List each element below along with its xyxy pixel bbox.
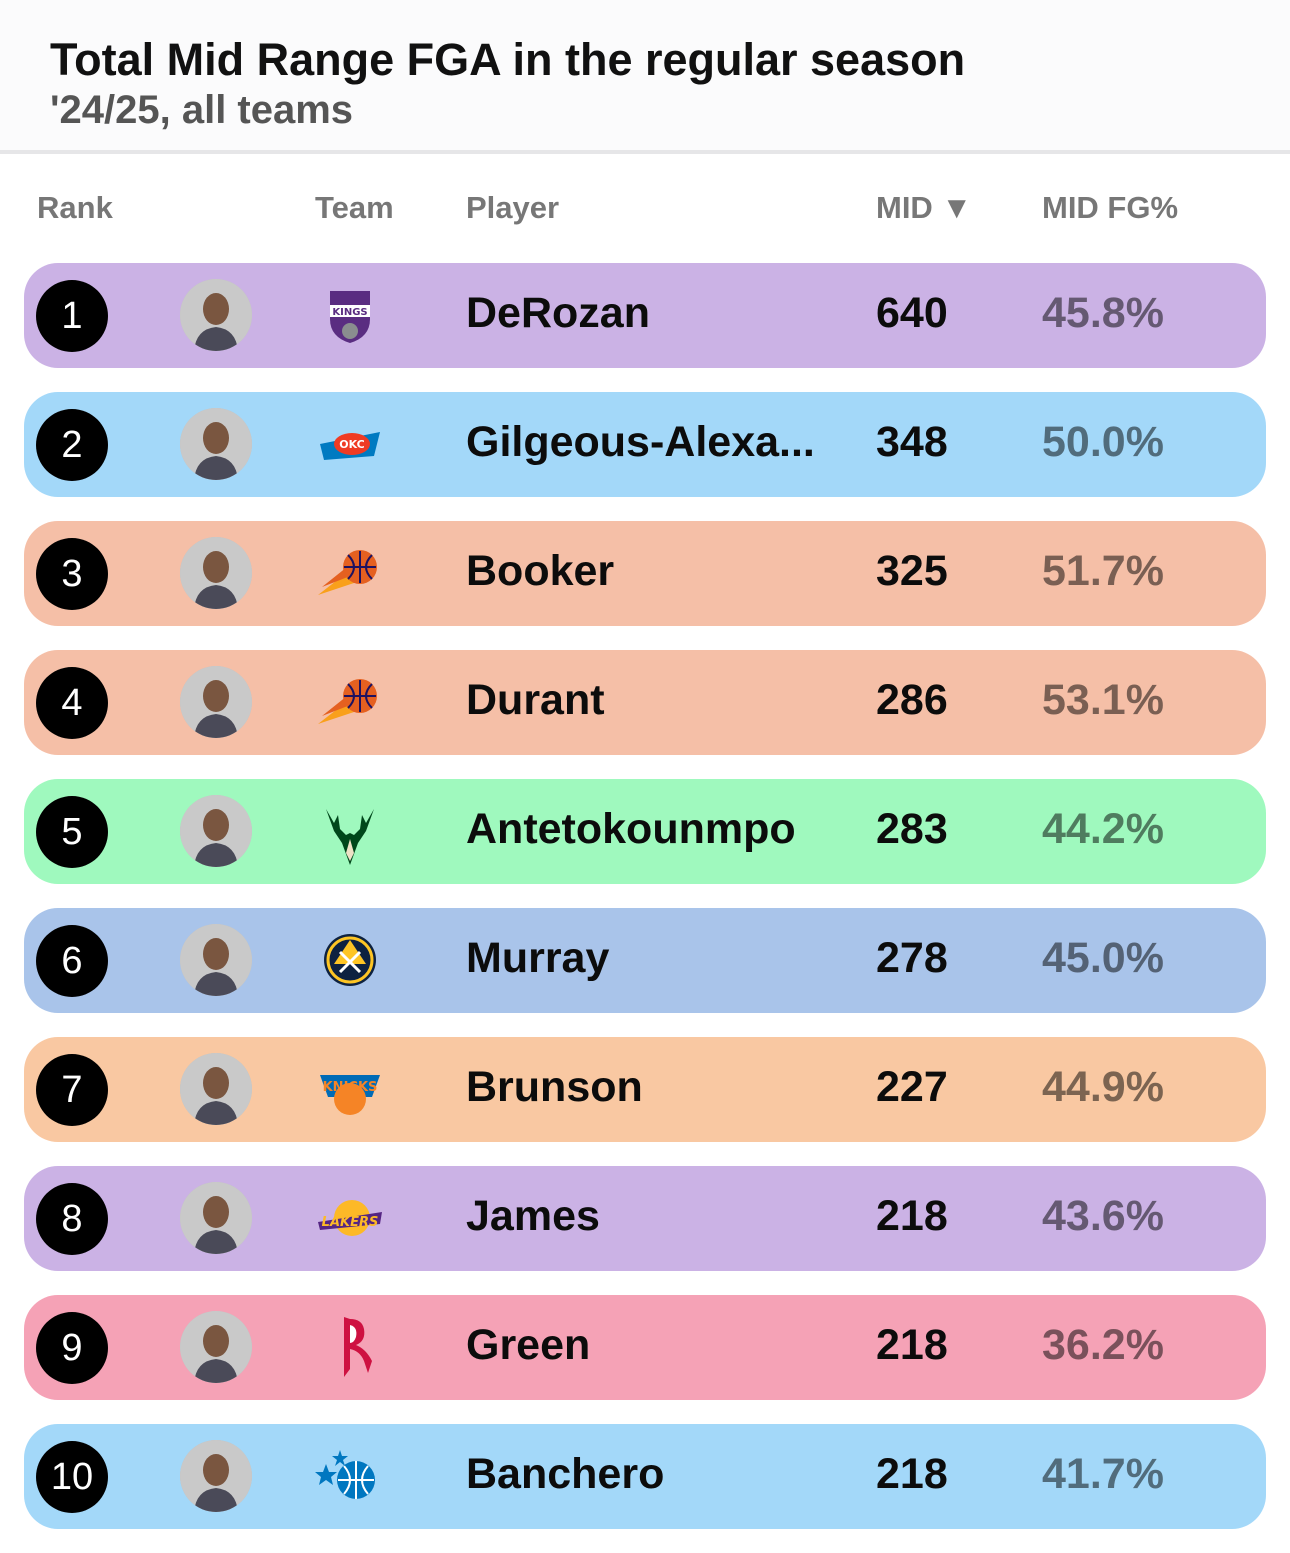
svg-text:KINGS: KINGS — [332, 307, 367, 318]
column-header-player[interactable]: Player — [466, 190, 560, 225]
column-header-mid-sorted[interactable]: MID ▼ — [876, 190, 973, 225]
rank-badge: 2 — [36, 409, 108, 481]
table-row[interactable]: 5 Antetokounmpo 283 44.2% — [24, 779, 1266, 884]
kings-logo-icon: KINGS — [314, 279, 386, 351]
table-row[interactable]: 1 KINGS DeRozan 640 45.8% — [24, 263, 1266, 368]
player-avatar — [180, 1182, 252, 1254]
player-name: Durant — [466, 676, 605, 724]
rank-badge: 10 — [36, 1441, 108, 1513]
mid-attempts: 325 — [876, 547, 948, 595]
leaderboard-list: 1 KINGS DeRozan 640 45.8% 2 OKC Gilgeous… — [24, 263, 1266, 1553]
player-name: Murray — [466, 934, 610, 982]
player-name: DeRozan — [466, 289, 650, 337]
mid-fg-percent: 51.7% — [1042, 547, 1164, 595]
rank-badge: 4 — [36, 667, 108, 739]
player-avatar — [180, 1440, 252, 1512]
table-row[interactable]: 6 Murray 278 45.0% — [24, 908, 1266, 1013]
mid-fg-percent: 41.7% — [1042, 1450, 1164, 1498]
player-name: Green — [466, 1321, 591, 1369]
bucks-logo-icon — [314, 795, 386, 867]
mid-attempts: 218 — [876, 1321, 948, 1369]
rank-badge: 3 — [36, 538, 108, 610]
player-avatar — [180, 1311, 252, 1383]
player-avatar — [180, 537, 252, 609]
mid-attempts: 348 — [876, 418, 948, 466]
player-name: Banchero — [466, 1450, 665, 1498]
mid-fg-percent: 44.2% — [1042, 805, 1164, 853]
knicks-logo-icon: KNICKS — [314, 1053, 386, 1125]
rank-badge: 7 — [36, 1054, 108, 1126]
column-header-team[interactable]: Team — [315, 190, 394, 225]
player-avatar — [180, 795, 252, 867]
table-row[interactable]: 10 Banchero 218 41.7% — [24, 1424, 1266, 1529]
player-avatar — [180, 408, 252, 480]
mid-fg-percent: 50.0% — [1042, 418, 1164, 466]
page-title: Total Mid Range FGA in the regular seaso… — [50, 34, 966, 85]
magic-logo-icon — [314, 1440, 386, 1512]
player-name: Gilgeous-Alexa... — [466, 418, 815, 466]
player-avatar — [180, 279, 252, 351]
rank-badge: 6 — [36, 925, 108, 997]
player-name: Booker — [466, 547, 615, 595]
chart-header: Total Mid Range FGA in the regular seaso… — [0, 0, 1290, 154]
suns-logo-icon — [314, 537, 386, 609]
mid-attempts: 278 — [876, 934, 948, 982]
mid-attempts: 227 — [876, 1063, 948, 1111]
table-row[interactable]: 7 KNICKS Brunson 227 44.9% — [24, 1037, 1266, 1142]
player-avatar — [180, 1053, 252, 1125]
player-name: Antetokounmpo — [466, 805, 796, 853]
svg-text:KNICKS: KNICKS — [323, 1080, 378, 1095]
rank-badge: 1 — [36, 280, 108, 352]
table-row[interactable]: 2 OKC Gilgeous-Alexa... 348 50.0% — [24, 392, 1266, 497]
page-subtitle: '24/25, all teams — [50, 88, 354, 132]
player-name: Brunson — [466, 1063, 643, 1111]
svg-text:OKC: OKC — [339, 438, 364, 451]
mid-fg-percent: 36.2% — [1042, 1321, 1164, 1369]
player-avatar — [180, 924, 252, 996]
rank-badge: 5 — [36, 796, 108, 868]
mid-attempts: 640 — [876, 289, 948, 337]
mid-fg-percent: 45.0% — [1042, 934, 1164, 982]
suns-logo-icon — [314, 666, 386, 738]
column-header-mid-fg[interactable]: MID FG% — [1042, 190, 1179, 225]
lakers-logo-icon: LAKERS — [314, 1182, 386, 1254]
table-row[interactable]: 8 LAKERS James 218 43.6% — [24, 1166, 1266, 1271]
mid-attempts: 218 — [876, 1450, 948, 1498]
mid-attempts: 218 — [876, 1192, 948, 1240]
mid-attempts: 283 — [876, 805, 948, 853]
mid-fg-percent: 45.8% — [1042, 289, 1164, 337]
player-avatar — [180, 666, 252, 738]
mid-attempts: 286 — [876, 676, 948, 724]
rank-badge: 9 — [36, 1312, 108, 1384]
rockets-logo-icon — [314, 1311, 386, 1383]
player-name: James — [466, 1192, 600, 1240]
table-row[interactable]: 9 Green 218 36.2% — [24, 1295, 1266, 1400]
mid-fg-percent: 44.9% — [1042, 1063, 1164, 1111]
nuggets-logo-icon — [314, 924, 386, 996]
table-row[interactable]: 3 Booker 325 51.7% — [24, 521, 1266, 626]
mid-fg-percent: 43.6% — [1042, 1192, 1164, 1240]
column-headers: Rank Team Player MID ▼ MID FG% — [0, 190, 1290, 234]
mid-fg-percent: 53.1% — [1042, 676, 1164, 724]
thunder-logo-icon: OKC — [314, 408, 386, 480]
svg-text:LAKERS: LAKERS — [322, 1215, 379, 1230]
table-row[interactable]: 4 Durant 286 53.1% — [24, 650, 1266, 755]
column-header-rank[interactable]: Rank — [37, 190, 113, 225]
rank-badge: 8 — [36, 1183, 108, 1255]
